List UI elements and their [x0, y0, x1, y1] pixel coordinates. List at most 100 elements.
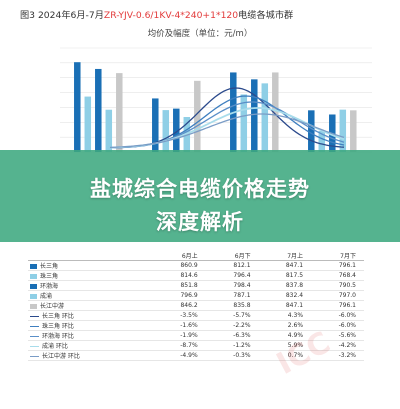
table-row: 成渝 796.9 787.1 832.4 797.0 [28, 290, 364, 301]
row-label-text: 珠三角 [40, 273, 59, 280]
table-header-row: 6月上 6月下 7月上 7月下 [28, 251, 364, 261]
table-cell: 4.3% [258, 310, 312, 321]
change-curve-5 [109, 113, 345, 149]
row-label-text: 长江中游 环比 [42, 353, 80, 360]
bar-珠三角-7月下 [318, 130, 326, 152]
headline-line-2: 深度解析 [156, 210, 244, 234]
table-cell: 790.5 [311, 280, 364, 291]
figure-subtitle: 均价及幅度（单位：元/m） [147, 29, 253, 39]
bar-长江中游-7月上 [272, 72, 279, 152]
table-row: 珠三角 环比 -1.6% -2.2% 2.6% -6.0% [28, 320, 364, 331]
table-row: 珠三角 814.6 796.4 817.5 768.4 [28, 270, 364, 281]
bar-环渤海-6月下 [173, 108, 180, 152]
table-cell: -6.3% [205, 330, 259, 341]
table-cell: -8.7% [152, 340, 206, 351]
row-label-text: 环渤海 环比 [42, 333, 74, 340]
price-chart [60, 47, 372, 153]
table-cell: 851.8 [152, 280, 206, 291]
row-label-text: 长江中游 [40, 303, 65, 310]
table-cell: 860.9 [152, 260, 206, 271]
table-cell: -6.0% [311, 320, 364, 331]
bar-环渤海-7月上 [251, 79, 258, 152]
table-cell: 847.1 [258, 260, 312, 271]
bar-长三角-7月下 [308, 110, 315, 152]
row-label: 长江中游 [28, 300, 153, 311]
figure-title-prefix: 图3 2024年6月-7月 [20, 10, 104, 21]
table-cell: 5.9% [258, 340, 312, 351]
legend-swatch [30, 315, 39, 318]
column-header-1: 6月上 [152, 251, 206, 261]
table-row: 长江中游 环比 -4.9% -0.3% 0.7% -3.2% [28, 350, 364, 361]
row-label-text: 珠三角 环比 [42, 323, 74, 330]
legend-swatch [30, 325, 39, 328]
legend-swatch [30, 274, 37, 279]
legend-swatch [30, 355, 39, 358]
figure-title-spec: ZR-YJV-0.6/1KV-4*240+1*120 [103, 10, 239, 21]
legend-swatch [30, 294, 37, 299]
bar-珠三角-7月上 [240, 94, 248, 152]
table-cell: -6.0% [311, 310, 364, 321]
table-cell: 796.4 [205, 270, 259, 281]
table-cell: 796.1 [311, 260, 364, 271]
table-cell: -3.5% [152, 310, 206, 321]
row-label: 珠三角 [28, 270, 153, 281]
row-label: 环渤海 [28, 280, 153, 291]
table-cell: -1.9% [152, 330, 206, 341]
table-cell: -1.2% [205, 340, 259, 351]
table-corner-cell [28, 251, 153, 261]
table-row: 长三角 860.9 812.1 847.1 796.1 [28, 260, 364, 271]
bar-成渝-7月下 [339, 109, 347, 152]
table-cell: 768.4 [311, 270, 364, 281]
bar-成渝-6月上 [105, 109, 113, 152]
row-label-text: 长三角 [40, 263, 59, 270]
table-cell: -1.6% [152, 320, 206, 331]
column-header-4: 7月下 [311, 251, 364, 261]
headline-line-1: 盐城综合电缆价格走势 [90, 177, 310, 201]
table-cell: 837.8 [258, 280, 312, 291]
table-cell: -5.6% [311, 330, 364, 341]
row-label: 长三角 环比 [28, 310, 153, 321]
table-row: 长江中游 846.2 835.8 847.1 796.1 [28, 300, 364, 311]
row-label: 成渝 [28, 290, 153, 301]
bar-珠三角-6月下 [162, 110, 170, 152]
table-cell: 796.1 [311, 300, 364, 311]
table-cell: 814.6 [152, 270, 206, 281]
figure-title-suffix: 电缆各城市群 [238, 10, 294, 21]
table-cell: -4.9% [152, 350, 206, 361]
bar-长江中游-6月下 [194, 80, 201, 152]
headline-banner [0, 150, 400, 242]
table-cell: 847.1 [258, 300, 312, 311]
table-cell: -4.2% [311, 340, 364, 351]
legend-swatch [30, 264, 37, 269]
table-cell: -0.3% [205, 350, 259, 361]
table-row: 环渤海 851.8 798.4 837.8 790.5 [28, 280, 364, 291]
column-header-3: 7月上 [258, 251, 312, 261]
table-cell: 832.4 [258, 290, 312, 301]
bar-长江中游-7月下 [350, 110, 357, 152]
legend-swatch [30, 345, 39, 348]
table-cell: 0.7% [258, 350, 312, 361]
table-cell: 812.1 [205, 260, 259, 271]
table-cell: 787.1 [205, 290, 259, 301]
table-row: 长三角 环比 -3.5% -5.7% 4.3% -6.0% [28, 310, 364, 321]
bar-长江中游-6月上 [116, 73, 123, 152]
bar-珠三角-6月上 [84, 96, 92, 152]
row-label-text: 环渤海 [40, 283, 59, 290]
table-cell: -2.2% [205, 320, 259, 331]
table-row: 环渤海 环比 -1.9% -6.3% 4.9% -5.6% [28, 330, 364, 341]
legend-swatch [30, 335, 39, 338]
table-row: 成渝 环比 -8.7% -1.2% 5.9% -4.2% [28, 340, 364, 351]
table-cell: 798.4 [205, 280, 259, 291]
row-label-text: 长三角 环比 [42, 313, 74, 320]
table-cell: 846.2 [152, 300, 206, 311]
bar-长三角-6月下 [152, 98, 159, 152]
table-cell: 2.6% [258, 320, 312, 331]
table-cell: -3.2% [311, 350, 364, 361]
table-cell: 797.0 [311, 290, 364, 301]
legend-swatch [30, 304, 37, 309]
table-cell: 817.5 [258, 270, 312, 281]
table-cell: 4.9% [258, 330, 312, 341]
row-label: 长三角 [28, 260, 153, 271]
bar-环渤海-6月上 [95, 68, 102, 152]
